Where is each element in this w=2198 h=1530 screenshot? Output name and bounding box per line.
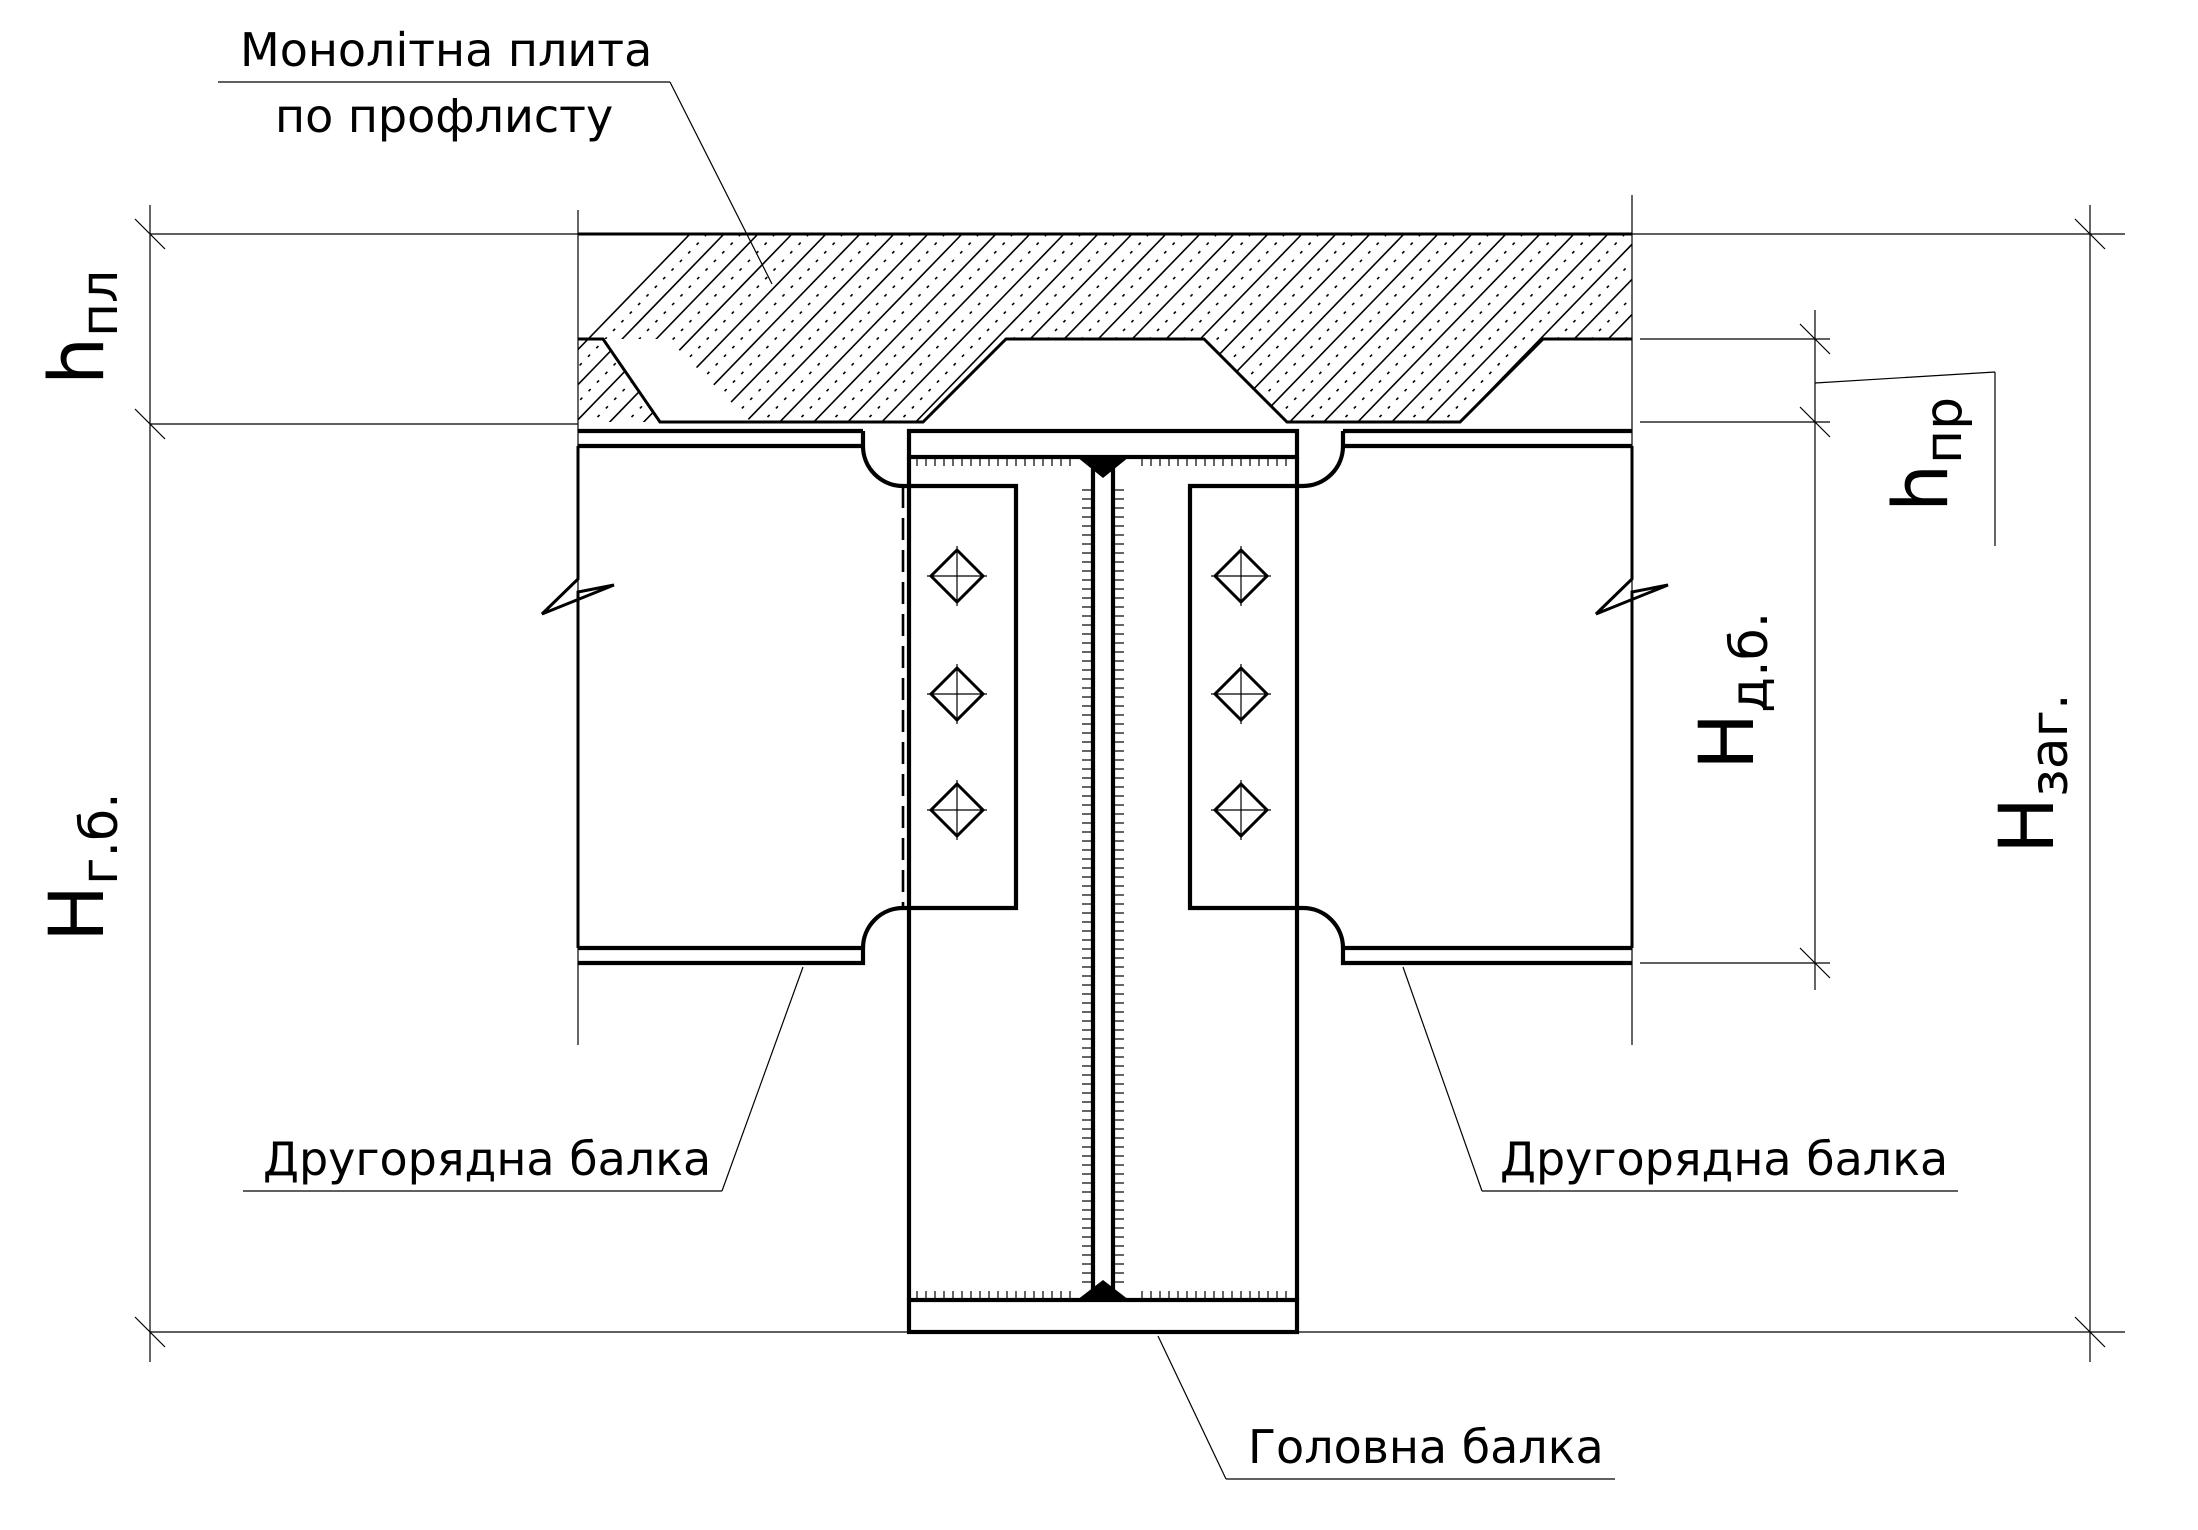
- secondary-beam-left: [540, 428, 1019, 966]
- bolt-icon: [927, 546, 987, 606]
- leader-lines: [218, 81, 1958, 1480]
- secondary-beam-label-left: Другорядна балка: [263, 1132, 711, 1186]
- secondary-beam-right: [1187, 428, 1669, 966]
- slab-label-line1: Монолітна плита: [240, 23, 652, 77]
- bolts: [927, 546, 1271, 840]
- slab-label-line2: по профлисту: [275, 89, 613, 143]
- secondary-beam-label-right: Другорядна балка: [1500, 1132, 1948, 1186]
- bolt-icon: [1211, 780, 1271, 840]
- main-beam: [906, 428, 1300, 1335]
- dim-H-main-beam: Hг.б.: [32, 792, 130, 942]
- dim-h-profile: hпр: [1876, 397, 1974, 512]
- slab-section: [577, 195, 1633, 1045]
- dimension-lines: [134, 205, 2125, 1362]
- bolt-icon: [927, 664, 987, 724]
- weld-ticks: [916, 457, 1287, 1300]
- dim-H-secondary-beam: Hд.б.: [1682, 612, 1780, 770]
- bolt-icon: [927, 780, 987, 840]
- bolt-icon: [1211, 664, 1271, 724]
- dim-h-slab: hпл: [32, 270, 130, 385]
- dim-H-total: Hзаг.: [1982, 693, 2080, 854]
- main-beam-label: Головна балка: [1248, 1420, 1604, 1474]
- bolt-icon: [1211, 546, 1271, 606]
